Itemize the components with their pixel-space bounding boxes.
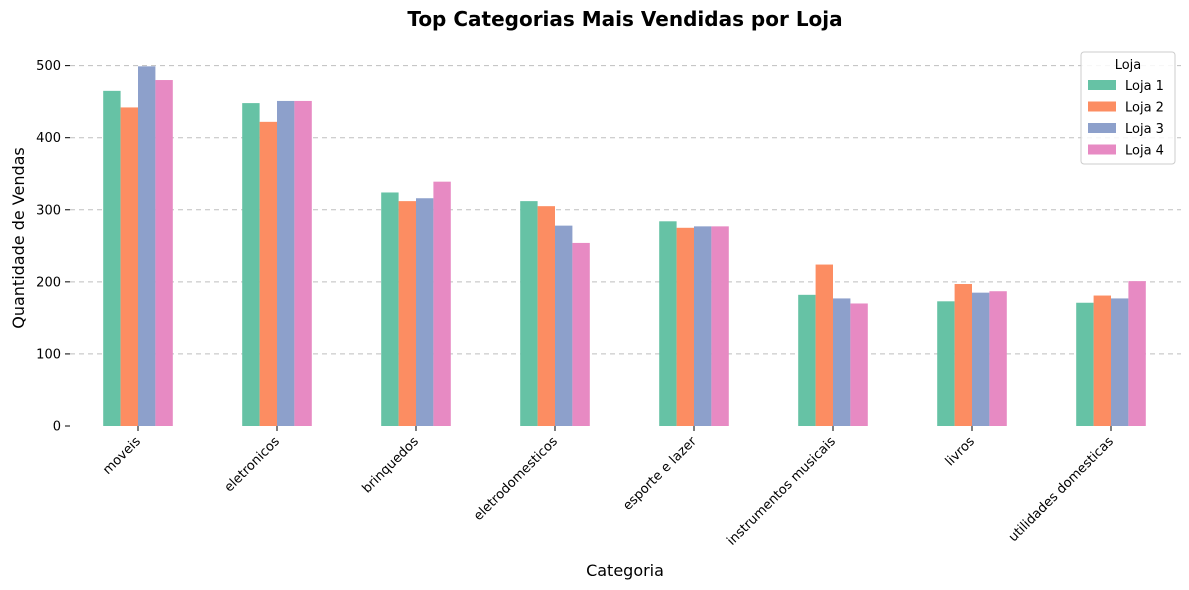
bar-loja-1-7 [1076,302,1094,426]
bar-loja-1-6 [937,301,955,426]
x-tick-label: utilidades domesticas [1006,434,1117,545]
bar-loja-1-5 [798,294,816,426]
bar-loja-2-5 [815,264,833,426]
legend: Loja Loja 1 Loja 2 Loja 3 Loja 4 [1080,51,1176,165]
y-tick-label: 300 [36,203,61,218]
y-tick-label: 200 [36,275,61,290]
bar-loja-1-1 [242,103,260,427]
x-axis-label: Categoria [586,561,664,580]
y-axis: 0 100 200 300 400 500 [36,59,70,435]
x-tick-label: esporte e lazer [620,434,700,514]
bar-loja-4-1 [294,100,312,426]
bar-loja-1-3 [520,201,538,426]
y-tick-label: 400 [36,131,61,146]
bar-loja-3-5 [833,298,851,426]
bar-loja-1-0 [103,90,121,426]
gridlines [70,65,1181,355]
bar-loja-4-0 [155,80,173,427]
bar-loja-4-2 [433,181,451,426]
bar-loja-3-2 [416,198,434,426]
bar-loja-2-1 [259,121,277,427]
x-tick-label: moveis [100,434,144,478]
bar-loja-3-3 [555,225,573,426]
bar-loja-3-6 [972,292,990,426]
bars [103,66,1146,427]
legend-swatch [1088,80,1116,90]
bar-loja-1-4 [659,221,677,426]
legend-label: Loja 4 [1125,144,1164,159]
chart-title: Top Categorias Mais Vendidas por Loja [407,7,842,31]
bar-loja-4-4 [711,226,729,426]
bar-loja-2-4 [676,227,694,426]
legend-label: Loja 2 [1125,101,1164,116]
x-tick-label: eletrodomesticos [471,434,561,524]
bar-loja-4-7 [1128,281,1146,426]
bar-loja-2-6 [954,284,972,426]
bar-loja-4-5 [850,303,868,426]
bar-loja-1-2 [381,192,399,426]
x-axis: moveis eletronicos brinquedos eletrodomesti… [100,426,1117,549]
legend-label: Loja 1 [1125,79,1164,94]
x-tick-label: instrumentos musicais [724,434,839,549]
bar-loja-2-0 [120,107,138,426]
legend-title: Loja [1115,58,1142,73]
bar-loja-2-7 [1093,295,1111,426]
bar-loja-4-3 [572,242,590,426]
legend-swatch [1088,144,1116,155]
bar-loja-4-6 [989,291,1007,426]
y-tick-label: 500 [36,59,61,74]
bar-loja-2-2 [398,201,416,426]
y-tick-label: 100 [36,347,61,362]
legend-swatch [1088,123,1116,133]
x-tick-label: brinquedos [360,434,422,496]
legend-swatch [1088,101,1116,112]
bar-loja-2-3 [537,206,555,426]
y-axis-label: Quantidade de Vendas [9,147,28,329]
bar-loja-3-7 [1111,298,1129,426]
x-tick-label: eletronicos [222,434,283,495]
legend-label: Loja 3 [1125,122,1164,137]
y-tick-label: 0 [53,420,61,435]
bar-loja-3-1 [277,100,295,426]
bar-loja-3-0 [138,66,156,427]
bar-loja-3-4 [694,226,712,426]
x-tick-label: livros [943,434,978,469]
